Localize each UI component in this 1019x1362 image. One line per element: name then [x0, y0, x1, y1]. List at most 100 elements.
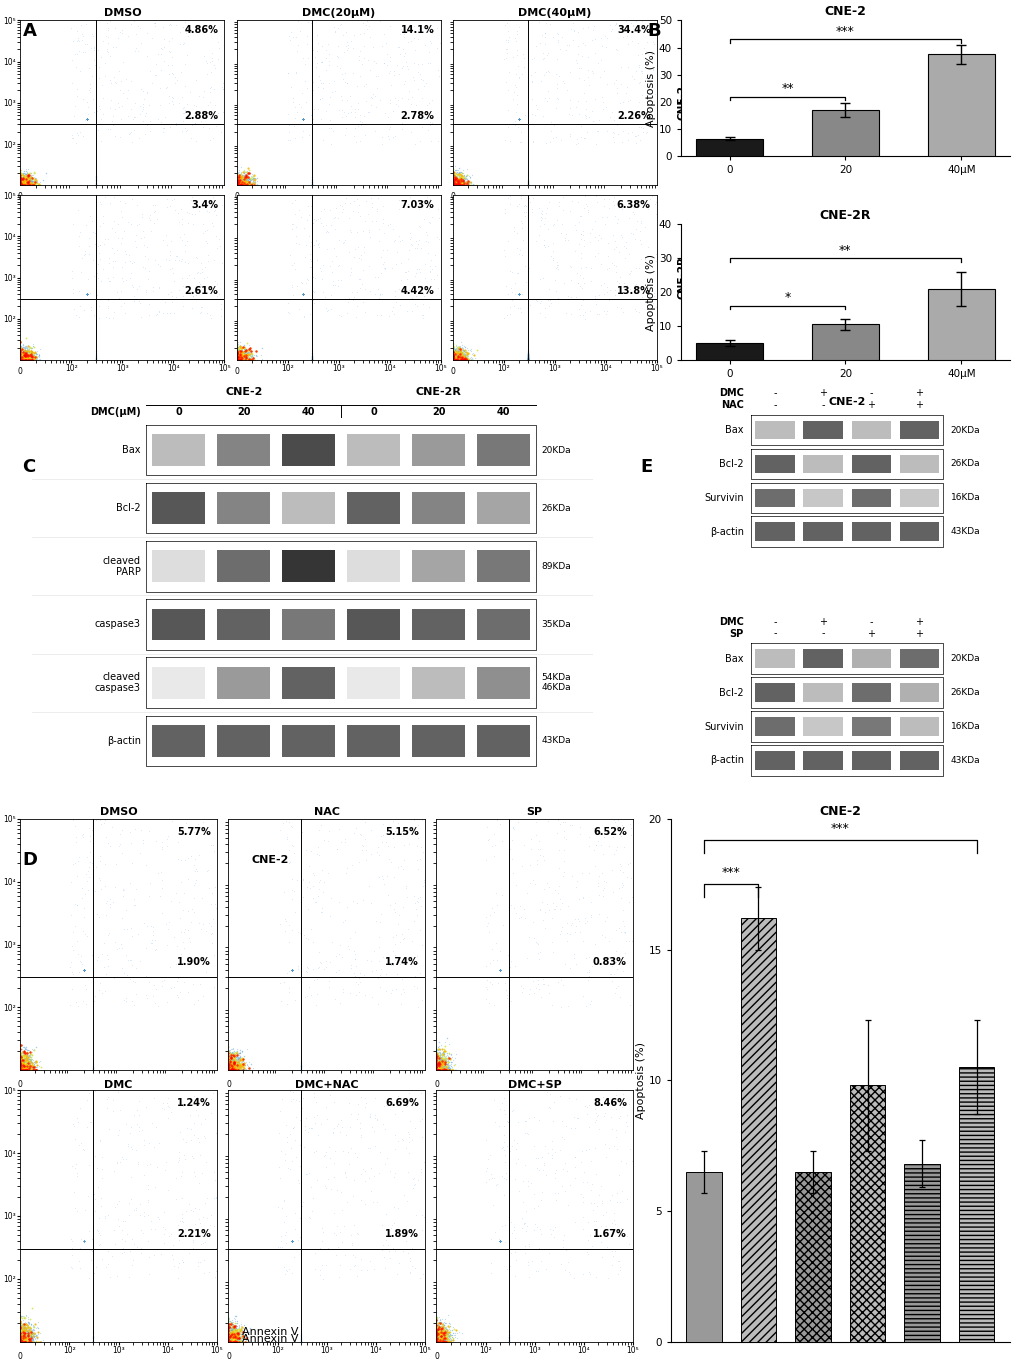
Point — [444, 166, 461, 188]
Point — [12, 174, 29, 196]
Point — [228, 174, 245, 196]
Point — [228, 165, 245, 187]
Point — [32, 174, 48, 196]
Point — [444, 349, 461, 370]
Point — [19, 334, 36, 355]
Point — [22, 349, 39, 370]
Point — [454, 345, 471, 366]
Point — [226, 1323, 243, 1344]
Point — [448, 166, 465, 188]
Point — [448, 174, 465, 196]
Point — [444, 346, 461, 368]
Point — [450, 345, 467, 366]
Point — [220, 1054, 236, 1076]
Point — [12, 1045, 29, 1066]
Point — [22, 340, 39, 362]
Point — [13, 1324, 30, 1346]
Point — [232, 347, 249, 369]
Point — [234, 166, 251, 188]
Point — [224, 1327, 240, 1348]
Point — [492, 959, 508, 981]
Point — [220, 1047, 236, 1069]
Point — [492, 1230, 508, 1252]
Point — [22, 1331, 39, 1352]
Point — [575, 31, 591, 53]
Point — [446, 168, 463, 189]
Point — [428, 1060, 444, 1081]
Point — [12, 172, 29, 193]
Point — [23, 1050, 40, 1072]
Point — [19, 1331, 36, 1352]
Point — [294, 109, 311, 131]
Point — [12, 349, 29, 370]
Point — [167, 245, 183, 267]
Point — [16, 342, 33, 364]
Text: 16KDa: 16KDa — [950, 722, 979, 731]
Point — [12, 174, 29, 196]
Point — [226, 1047, 243, 1069]
Point — [21, 343, 38, 365]
Point — [443, 1056, 460, 1077]
Point — [232, 1331, 249, 1352]
Point — [444, 169, 461, 191]
Point — [433, 1056, 449, 1077]
Point — [444, 345, 461, 366]
Point — [361, 60, 377, 82]
Point — [12, 174, 29, 196]
Point — [444, 349, 461, 370]
Point — [428, 1060, 444, 1081]
Point — [228, 172, 245, 193]
Point — [88, 349, 104, 370]
Point — [222, 1324, 238, 1346]
Point — [511, 283, 527, 305]
Point — [18, 340, 35, 362]
Point — [12, 1331, 29, 1352]
Point — [341, 219, 358, 241]
Point — [447, 349, 464, 370]
Point — [450, 170, 467, 192]
Point — [228, 349, 245, 370]
Point — [452, 169, 469, 191]
Point — [452, 349, 469, 370]
Point — [444, 174, 461, 196]
Point — [12, 172, 29, 193]
Point — [451, 173, 468, 195]
Point — [12, 346, 29, 368]
Point — [511, 109, 527, 131]
Point — [429, 1060, 445, 1081]
Point — [225, 1327, 242, 1348]
Point — [233, 346, 250, 368]
Point — [19, 1047, 36, 1069]
Point — [221, 1060, 237, 1081]
Point — [12, 165, 29, 187]
Point — [12, 1331, 29, 1352]
Point — [428, 1060, 444, 1081]
Point — [12, 346, 29, 368]
Point — [18, 1060, 35, 1081]
Point — [304, 174, 320, 196]
Point — [14, 1316, 31, 1337]
Point — [220, 1331, 236, 1352]
Point — [12, 1060, 29, 1081]
Point — [12, 349, 29, 370]
Point — [16, 1060, 33, 1081]
Point — [444, 346, 461, 368]
Point — [220, 1318, 236, 1340]
Point — [436, 1051, 452, 1073]
Point — [500, 1331, 517, 1352]
Point — [282, 814, 299, 836]
Point — [442, 1058, 459, 1080]
Point — [225, 1046, 242, 1068]
Point — [449, 346, 466, 368]
Point — [492, 1230, 508, 1252]
Point — [171, 279, 187, 301]
Point — [284, 959, 301, 981]
Point — [25, 174, 42, 196]
Point — [234, 174, 251, 196]
Point — [19, 1324, 36, 1346]
Point — [232, 1054, 249, 1076]
Point — [119, 964, 136, 986]
Point — [13, 1328, 30, 1350]
Point — [451, 169, 468, 191]
Point — [13, 1034, 30, 1056]
